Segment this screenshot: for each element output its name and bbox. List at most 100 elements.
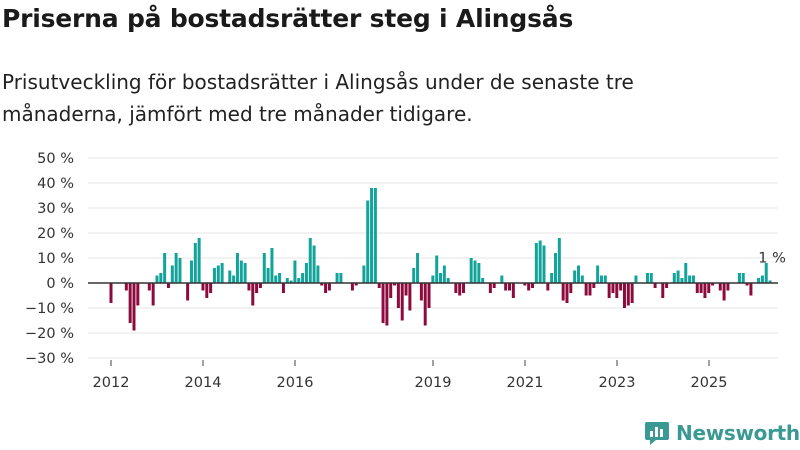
bar	[538, 240, 542, 283]
bar	[626, 283, 630, 306]
bar	[481, 278, 485, 283]
bar	[473, 260, 477, 283]
bar	[553, 253, 557, 283]
bar	[695, 283, 699, 293]
bar	[251, 283, 255, 306]
bar	[634, 275, 638, 283]
bar	[281, 283, 285, 293]
bar	[504, 283, 508, 291]
bar	[132, 283, 136, 331]
bar	[703, 283, 707, 298]
bar	[312, 245, 316, 283]
newsworthy-logo-icon	[645, 422, 669, 445]
bar	[197, 238, 201, 283]
bar	[370, 188, 374, 283]
y-tick-label: 0 %	[46, 276, 74, 292]
bar	[458, 283, 462, 296]
bar	[580, 275, 584, 283]
bar	[136, 283, 140, 306]
y-tick-label: 10 %	[37, 251, 74, 267]
bar	[672, 273, 676, 283]
bar	[258, 283, 262, 288]
bar	[442, 265, 446, 283]
bar	[189, 260, 193, 283]
bar	[446, 278, 450, 283]
bar	[764, 263, 768, 283]
bar	[741, 273, 745, 283]
bar	[335, 273, 339, 283]
y-tick-label: −10 %	[25, 301, 74, 317]
gridlines	[88, 157, 778, 359]
bar	[385, 283, 389, 326]
x-tick-label: 2025	[691, 375, 728, 391]
bar	[527, 283, 531, 291]
bar	[431, 275, 435, 283]
bar	[327, 283, 331, 291]
bar	[508, 283, 511, 291]
bar	[596, 265, 600, 283]
bar	[488, 283, 492, 293]
bar	[619, 283, 623, 291]
bar	[293, 260, 297, 283]
bar	[270, 248, 274, 283]
newsworthy-logo: Newsworthy	[644, 418, 800, 448]
bar	[592, 283, 596, 288]
x-tick-label: 2019	[415, 375, 452, 391]
bar	[354, 283, 358, 286]
bar	[757, 278, 761, 283]
x-tick-label: 2023	[599, 375, 636, 391]
bar	[124, 283, 128, 291]
bar	[454, 283, 458, 293]
bar	[768, 280, 772, 283]
bar	[737, 273, 741, 283]
bar	[339, 273, 343, 283]
bar	[749, 283, 753, 296]
bar	[684, 263, 688, 283]
bar	[707, 283, 711, 293]
bar	[711, 283, 715, 286]
bar	[216, 265, 220, 283]
bar	[477, 263, 481, 283]
bar	[373, 188, 377, 283]
bar	[205, 283, 209, 298]
bar	[523, 283, 527, 286]
bar	[212, 268, 216, 283]
bar	[691, 275, 695, 283]
bar	[419, 283, 423, 301]
bar	[760, 275, 764, 283]
bar	[588, 283, 592, 296]
bar	[170, 265, 174, 283]
bar	[622, 283, 626, 308]
x-axis-ticks: 2012 2014 2016 2019 2021 2023 2025	[93, 360, 728, 391]
bar	[178, 258, 182, 283]
bar	[680, 278, 684, 283]
bar	[645, 273, 649, 283]
bar-series	[109, 188, 772, 331]
bar	[147, 283, 151, 291]
annotation-label: 1 %	[758, 251, 786, 267]
bar	[500, 275, 504, 283]
bar	[324, 283, 328, 293]
bar	[542, 245, 546, 283]
bar	[308, 238, 312, 283]
bar	[285, 278, 289, 283]
bar	[427, 283, 431, 308]
bar	[534, 243, 538, 283]
bar	[163, 253, 167, 283]
bar	[274, 275, 278, 283]
chart-title: Priserna på bostadsrätter steg i Alingså…	[2, 4, 574, 33]
x-tick-label: 2016	[277, 375, 314, 391]
chart-subtitle: Prisutveckling för bostadsrätter i Aling…	[2, 70, 634, 126]
bar	[412, 268, 416, 283]
bar	[166, 283, 170, 288]
bar	[511, 283, 515, 298]
bar	[546, 283, 550, 291]
bar	[228, 270, 232, 283]
y-tick-label: 30 %	[37, 201, 74, 217]
newsworthy-logo-text: Newsworthy	[676, 421, 800, 445]
bar	[320, 283, 324, 286]
bar	[665, 283, 669, 288]
bar	[393, 283, 397, 286]
bar	[615, 283, 619, 298]
bar	[661, 283, 665, 298]
